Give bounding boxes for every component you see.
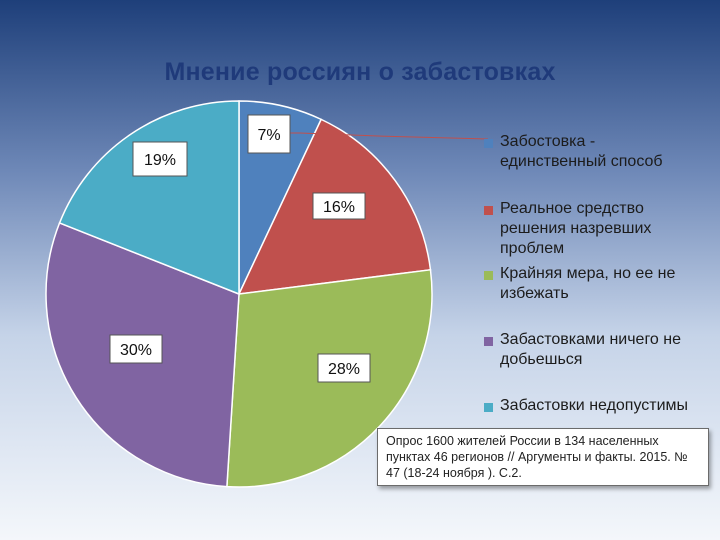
legend-label: Забостовка - единственный способ [500, 133, 663, 170]
legend-label: Реальное средство решения назревших пробле… [500, 200, 652, 257]
legend-label: Крайняя мера, но ее не избежать [500, 265, 676, 302]
data-label-text: 7% [257, 127, 280, 144]
pie-slice-unacceptable [58, 100, 240, 296]
data-label: 16% [312, 192, 366, 220]
data-label-box [109, 334, 163, 364]
legend-label: Забастовками ничего не добьешься [500, 331, 682, 368]
data-label-text: 30% [120, 342, 152, 359]
data-label-text: 28% [328, 361, 360, 378]
data-label-box [132, 141, 188, 177]
data-label-text: 16% [323, 199, 355, 216]
data-label: 28% [317, 353, 371, 383]
legend-swatch [484, 206, 493, 215]
data-label-box [312, 192, 366, 220]
legend-swatch [484, 139, 493, 148]
data-label-box [247, 114, 291, 154]
data-label-box [317, 353, 371, 383]
legend-swatch [484, 403, 493, 412]
legend-label: Забастовки недопустимы [500, 397, 689, 414]
source-note: Опрос 1600 жителей России в 134 населенн… [377, 428, 709, 486]
data-label: 19% [132, 141, 188, 177]
legend-swatch [484, 337, 493, 346]
data-label-text: 19% [144, 152, 176, 169]
data-label: 30% [109, 334, 163, 364]
label-leader-line [290, 132, 489, 140]
chart-title: Мнение россиян о забастовках [164, 58, 556, 86]
data-label: 7% [247, 114, 291, 154]
legend-swatch [484, 271, 493, 280]
